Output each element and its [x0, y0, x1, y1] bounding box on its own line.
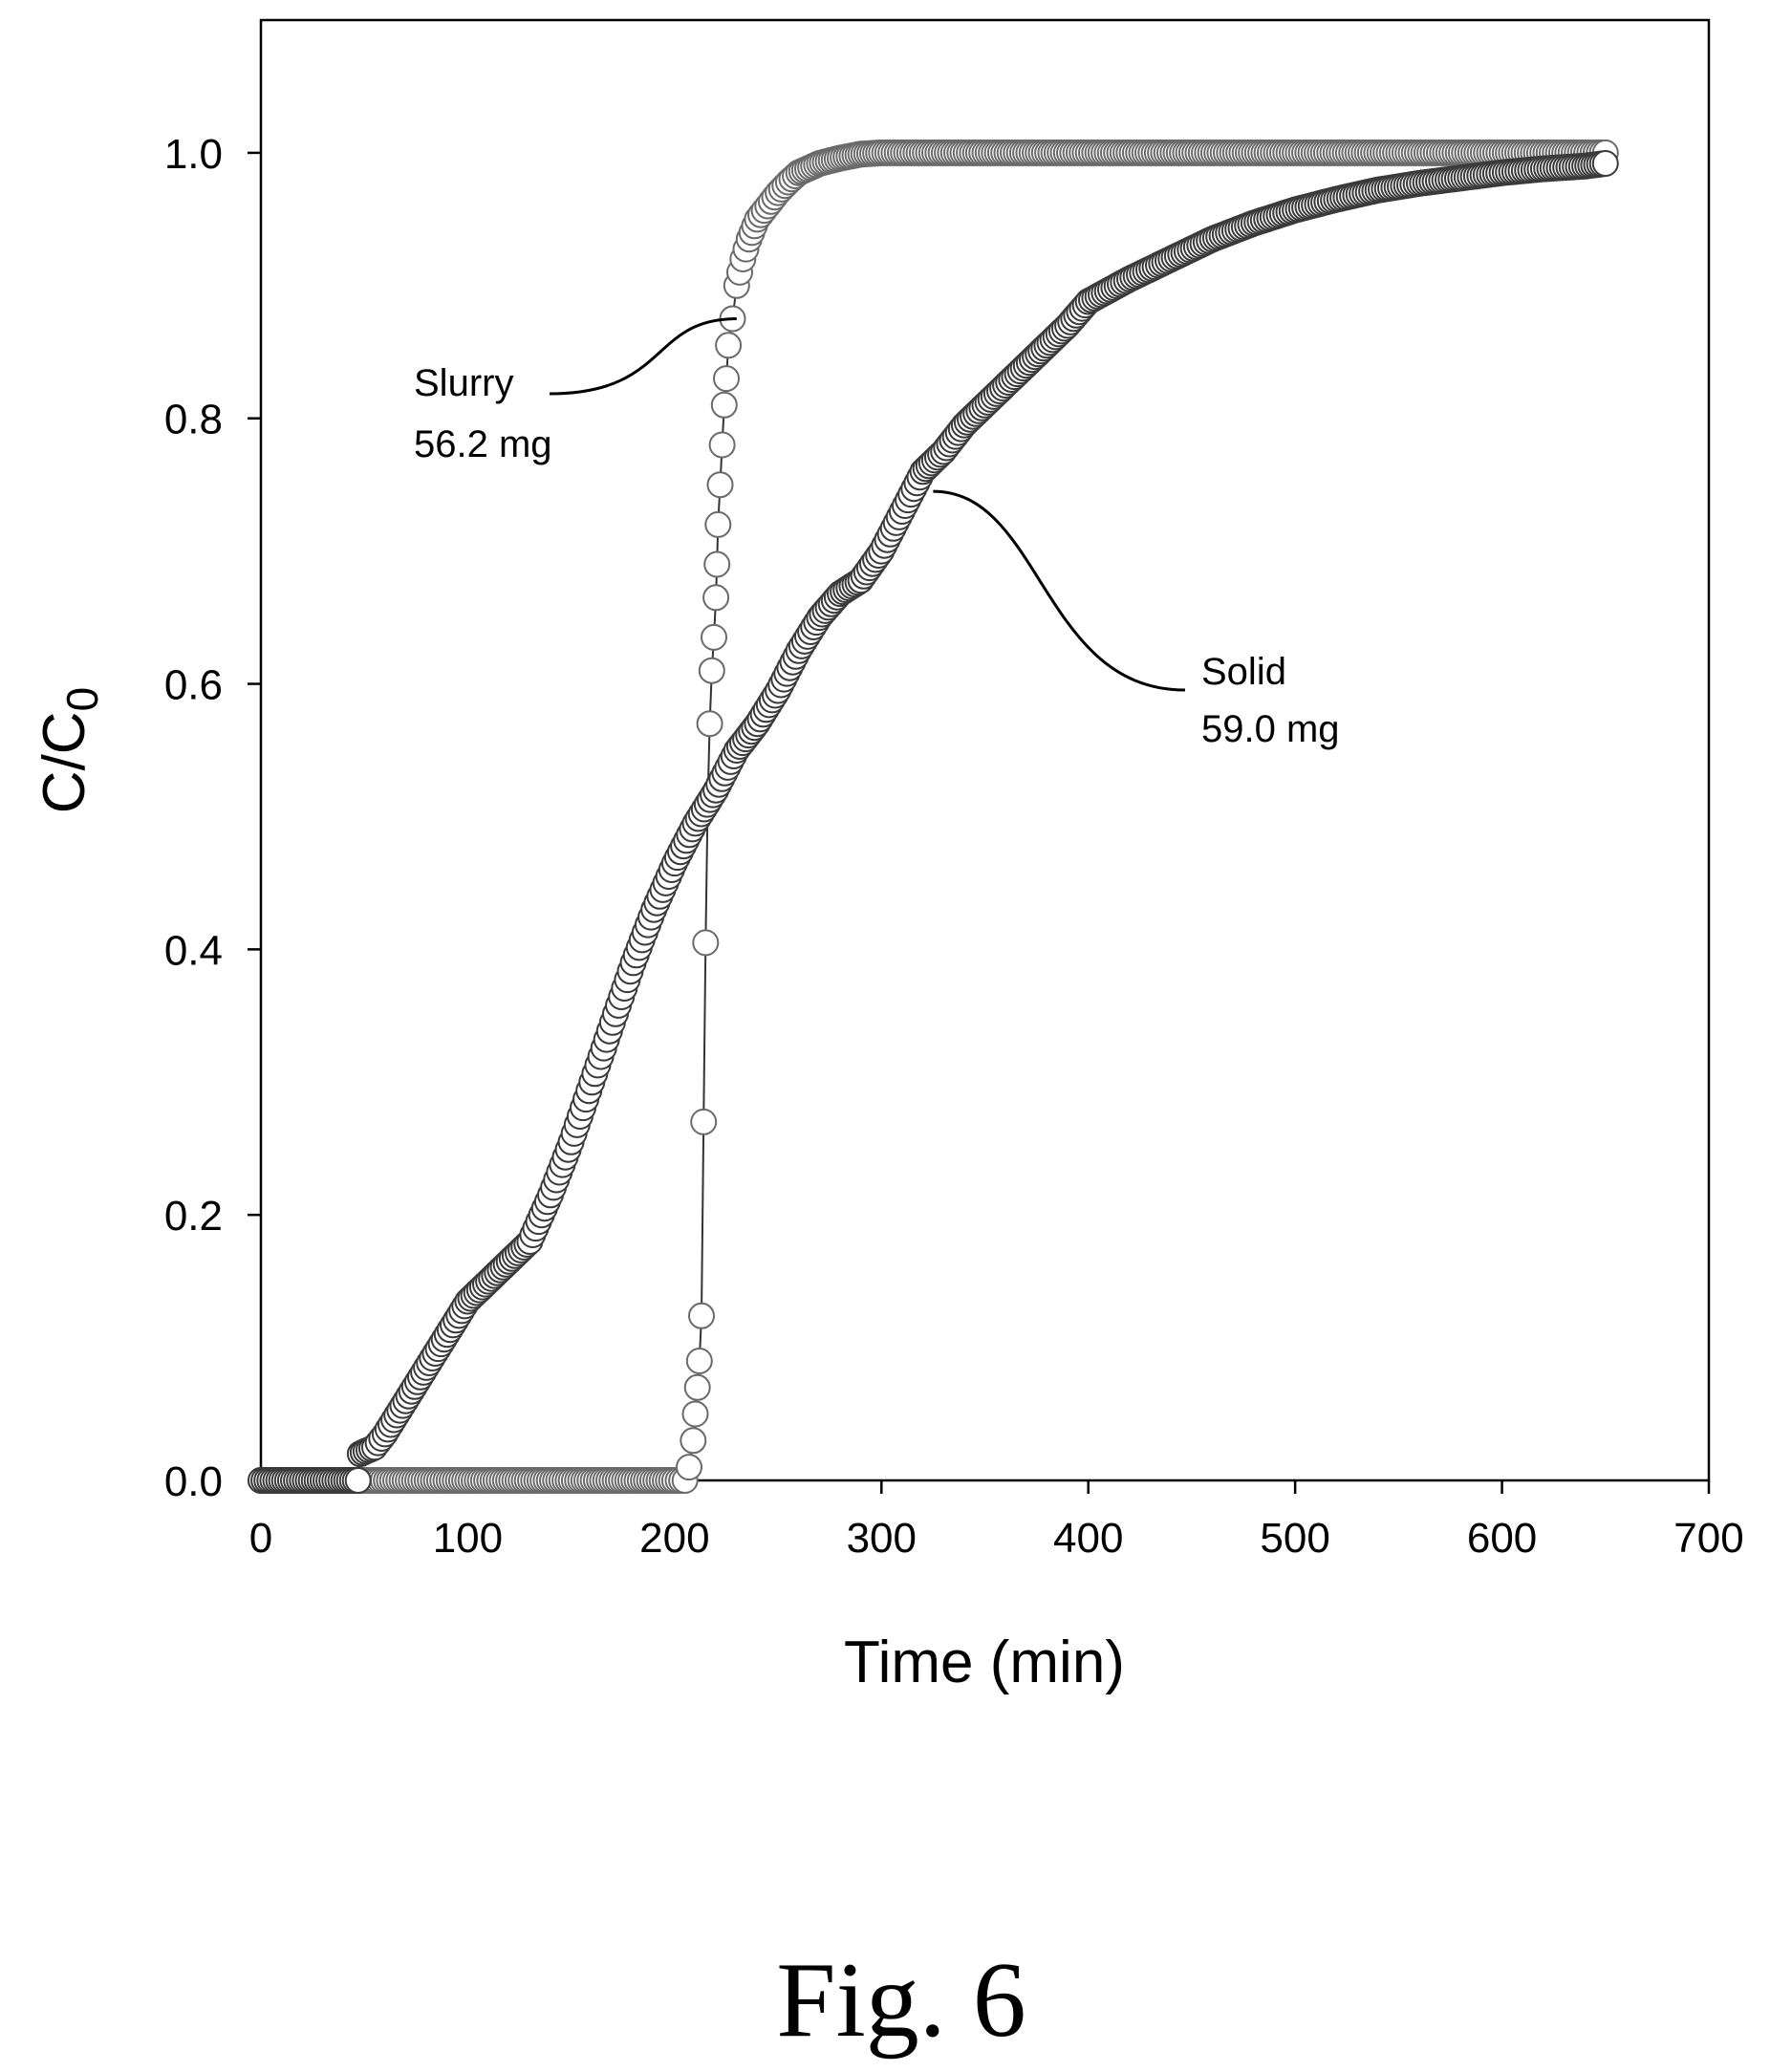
- x-tick-label: 100: [433, 1515, 503, 1562]
- x-axis-ticks: 0 100 200 300 400 500 600 700: [249, 1480, 1744, 1562]
- data-point: [692, 929, 720, 957]
- x-tick-label: 0: [249, 1515, 272, 1562]
- x-tick-label: 200: [639, 1515, 709, 1562]
- y-tick-label: 0.8: [164, 397, 223, 443]
- data-point: [685, 1348, 713, 1374]
- annotation-leaders: [549, 317, 1186, 692]
- annotation-solid-mass: 59.0 mg: [1201, 708, 1340, 750]
- data-point: [710, 391, 738, 419]
- annotation-slurry-name: Slurry: [414, 362, 513, 404]
- y-tick-label: 0.2: [164, 1193, 223, 1240]
- data-point: [680, 1427, 707, 1455]
- series-line: [261, 162, 1606, 1481]
- data-point: [702, 584, 730, 612]
- series-layer: [248, 139, 1619, 1494]
- data-point: [688, 1302, 715, 1329]
- solid-leader-line: [933, 489, 1186, 692]
- y-axis-title-main: C/C: [32, 711, 97, 813]
- plot-frame: [259, 18, 1711, 1482]
- y-tick-label: 0.4: [164, 927, 223, 974]
- slurry-leader-line: [549, 317, 737, 396]
- data-point: [706, 471, 734, 499]
- y-axis-title: C/C0: [32, 687, 107, 813]
- data-point: [690, 1108, 718, 1135]
- data-point: [696, 710, 723, 738]
- y-tick-label: 0.6: [164, 662, 223, 709]
- x-tick-label: 700: [1673, 1515, 1743, 1562]
- x-tick-label: 400: [1053, 1515, 1123, 1562]
- data-point: [708, 431, 736, 459]
- x-tick-label: 600: [1467, 1515, 1537, 1562]
- data-point: [676, 1454, 702, 1481]
- data-point: [344, 1467, 372, 1494]
- data-point: [715, 332, 743, 359]
- data-point: [681, 1400, 709, 1428]
- figure-caption: Fig. 6: [776, 1941, 1025, 2060]
- data-point: [713, 365, 740, 393]
- annotation-solid-name: Solid: [1201, 651, 1286, 693]
- annotation-slurry-mass: 56.2 mg: [414, 423, 552, 465]
- data-point: [703, 550, 731, 578]
- data-point: [1591, 150, 1619, 177]
- x-tick-label: 300: [847, 1515, 917, 1562]
- series-solid: [248, 150, 1619, 1494]
- x-axis-title: Time (min): [844, 1630, 1125, 1695]
- y-tick-label: 1.0: [164, 131, 223, 178]
- data-point: [683, 1373, 711, 1401]
- y-axis-ticks: 0.0 0.2 0.4 0.6 0.8 1.0: [164, 131, 261, 1505]
- y-tick-label: 0.0: [164, 1458, 223, 1505]
- series-slurry: [248, 139, 1619, 1494]
- data-point: [698, 657, 725, 684]
- data-point: [704, 510, 732, 538]
- data-point: [701, 623, 727, 651]
- x-tick-label: 500: [1260, 1515, 1329, 1562]
- y-axis-title-subscript: 0: [57, 687, 107, 712]
- series-line: [261, 151, 1606, 1481]
